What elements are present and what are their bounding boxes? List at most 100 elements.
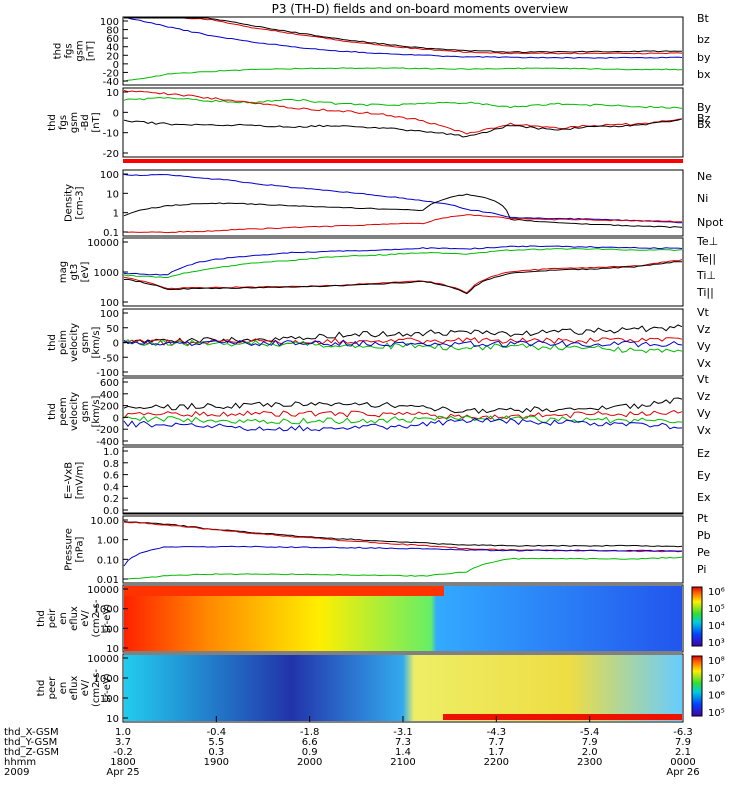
panel-8: Pt Pb Pe Pi 10.00 1.00 0.10 0.01 Pressure [nPa] bbox=[64, 512, 711, 586]
series-line-by bbox=[123, 67, 683, 82]
y-tick-label: 0.8 bbox=[103, 459, 119, 470]
series-line-Vy bbox=[123, 415, 683, 425]
heatmap-field bbox=[124, 586, 682, 651]
chart-title: P3 (TH-D) fields and on-board moments ov… bbox=[272, 2, 569, 16]
y-tick-label: 0 bbox=[113, 108, 119, 119]
panel-7: Ez Ey Ex 1.00.80.60.40.20.0 E=-VxB [mV/m] bbox=[64, 446, 711, 517]
x-row-value: -5.4 bbox=[580, 727, 600, 738]
colorbar-label: 10⁵ bbox=[708, 708, 725, 719]
legend-Vx: Vx bbox=[697, 424, 712, 437]
legend-Vz: Vz bbox=[697, 390, 711, 403]
x-row-value: -0.2 bbox=[113, 747, 133, 758]
status-bar bbox=[123, 159, 683, 163]
plot-frame bbox=[122, 515, 684, 584]
y-tick-label: -200 bbox=[96, 425, 119, 436]
legend-Npot: Npot bbox=[697, 216, 724, 229]
y-tick-label: 100 bbox=[100, 298, 119, 309]
y-tick-label: 10000 bbox=[87, 238, 119, 249]
y-tick-label: 10 bbox=[106, 88, 119, 99]
y-tick-label: 0.10 bbox=[97, 555, 119, 566]
series-line-bx bbox=[124, 17, 683, 59]
y-axis-label: [eV] bbox=[80, 262, 91, 283]
legend-Vt: Vt bbox=[697, 306, 710, 319]
series-line-Te|| bbox=[123, 261, 682, 295]
y-axis-label: thd bbox=[36, 610, 47, 627]
legend-Bz: Bz bbox=[697, 112, 711, 125]
x-row-value: 7.3 bbox=[395, 737, 411, 748]
y-axis-label: eflux bbox=[69, 606, 80, 631]
y-axis-label: Pressure bbox=[64, 528, 75, 571]
x-row-label: thd_Z-GSM bbox=[4, 747, 59, 758]
legend-Vy: Vy bbox=[697, 407, 711, 420]
legend-Pi: Pi bbox=[697, 563, 706, 576]
x-row-value: 3.7 bbox=[115, 737, 131, 748]
legend-Bx: Bx bbox=[697, 118, 712, 131]
legend-Te||: Te|| bbox=[696, 252, 716, 265]
y-tick-label: -100 bbox=[96, 368, 119, 379]
y-tick-label: 1000 bbox=[94, 674, 119, 685]
x-row-value: Apr 26 bbox=[666, 767, 699, 778]
colorbar-label: 10⁷ bbox=[708, 673, 725, 684]
y-axis-label: velocity bbox=[69, 323, 80, 362]
y-axis-label: [nT] bbox=[91, 112, 102, 132]
y-tick-label: 10000 bbox=[87, 585, 119, 596]
panel-5: Vt Vz Vy Vx 100 50 0 -50 -100 thd peim velocity gsm[… bbox=[47, 306, 712, 379]
y-tick-label: 10 bbox=[106, 189, 119, 200]
legend-Pe: Pe bbox=[697, 546, 710, 559]
y-tick-label: 0 bbox=[113, 60, 119, 71]
y-tick-label: 10.00 bbox=[90, 516, 119, 527]
y-tick-label: 50 bbox=[106, 324, 119, 335]
y-tick-label: 1000 bbox=[94, 268, 119, 279]
y-tick-label: 10000 bbox=[87, 654, 119, 665]
y-axis-label: gt3 bbox=[69, 264, 80, 281]
y-axis-label: (cm2-s- bbox=[91, 599, 102, 637]
x-row-label: thd_Y-GSM bbox=[4, 737, 57, 748]
colorbar-label: 10⁴ bbox=[708, 621, 725, 632]
y-tick-label: -400 bbox=[96, 437, 119, 448]
y-tick-label: 80 bbox=[106, 26, 119, 37]
legend-By: By bbox=[697, 101, 712, 114]
y-axis-label: peer bbox=[47, 676, 58, 700]
y-axis-label: [nT] bbox=[86, 41, 97, 61]
y-tick-label: 0.4 bbox=[103, 482, 119, 493]
x-row-value: Apr 25 bbox=[106, 767, 139, 778]
y-tick-label: 100 bbox=[100, 624, 119, 635]
y-axis-label: (cm2-s- bbox=[91, 669, 102, 707]
x-row-value: -0.4 bbox=[207, 727, 227, 738]
y-axis-label: [nPa] bbox=[75, 536, 86, 562]
colorbar: 10⁸ 10⁷ 10⁶ 10⁵ bbox=[691, 655, 725, 719]
legend-Pt: Pt bbox=[697, 512, 709, 525]
series-line-Npot bbox=[123, 173, 683, 224]
y-axis-label: eV/ bbox=[80, 679, 91, 696]
x-row-value: 1900 bbox=[204, 757, 229, 768]
plot-frame bbox=[122, 446, 684, 515]
y-tick-label: -20 bbox=[103, 149, 119, 160]
x-row-value: 6.6 bbox=[302, 737, 318, 748]
y-tick-label: -50 bbox=[103, 353, 119, 364]
x-row-value: -3.1 bbox=[393, 727, 413, 738]
panel-9: 10⁶ 10⁵ 10⁴ 10³ 10000 1000 100 10 thd peir en eflux… bbox=[36, 584, 725, 655]
legend-Vt: Vt bbox=[697, 373, 710, 386]
y-tick-label: 1.0 bbox=[103, 447, 119, 458]
legend-bx: bx bbox=[697, 68, 711, 81]
series-line-Pe bbox=[123, 556, 683, 580]
y-tick-label: 0.6 bbox=[103, 471, 119, 482]
legend-Ex: Ex bbox=[697, 491, 711, 504]
y-tick-label: 60 bbox=[106, 34, 119, 45]
series-line-By bbox=[123, 96, 683, 109]
y-axis-label: sr-eV) bbox=[102, 604, 113, 633]
x-row-label: thd_X-GSM bbox=[4, 727, 59, 738]
y-axis-label: peim bbox=[58, 330, 69, 355]
x-row-value: -4.3 bbox=[487, 727, 507, 738]
x-row-value: 1.0 bbox=[115, 727, 131, 738]
series-line-Te⊥ bbox=[123, 259, 683, 294]
x-row-value: -1.8 bbox=[300, 727, 320, 738]
legend-by: by bbox=[697, 51, 711, 64]
series-line-Bx bbox=[123, 118, 683, 138]
y-axis-label: [km/s] bbox=[91, 326, 102, 358]
x-row-value: 0.9 bbox=[302, 747, 318, 758]
x-row-value: 7.7 bbox=[488, 737, 504, 748]
